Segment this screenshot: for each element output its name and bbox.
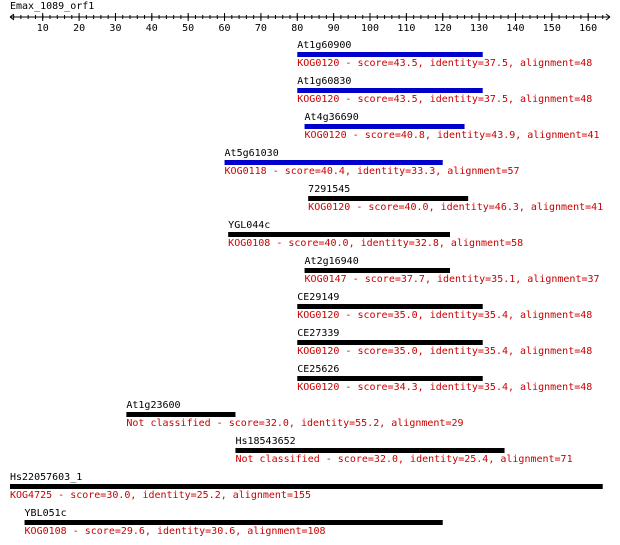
hit-annotation: KOG0108 - score=40.0, identity=32.8, ali… xyxy=(228,238,523,249)
hit-name: CE29149 xyxy=(297,292,339,303)
hit-bar xyxy=(228,232,450,237)
hit-bar xyxy=(297,304,483,309)
hit-name: CE25626 xyxy=(297,364,339,375)
hit-bar xyxy=(224,160,443,165)
axis-tick-label: 90 xyxy=(328,23,340,34)
hit-annotation: KOG0147 - score=37.7, identity=35.1, ali… xyxy=(305,274,600,285)
axis-tick-label: 120 xyxy=(434,23,452,34)
hit-annotation: KOG0120 - score=35.0, identity=35.4, ali… xyxy=(297,346,592,357)
hit-annotation: KOG0120 - score=43.5, identity=37.5, ali… xyxy=(297,94,592,105)
hit-annotation: KOG0120 - score=35.0, identity=35.4, ali… xyxy=(297,310,592,321)
hit-annotation: KOG0120 - score=34.3, identity=35.4, ali… xyxy=(297,382,592,393)
query-title: Emax_1089_orf1 xyxy=(10,1,95,12)
hit-name: YGL044c xyxy=(228,220,270,231)
axis-tick-label: 50 xyxy=(182,23,194,34)
hit-name: YBL051c xyxy=(25,508,67,519)
hit-bar xyxy=(308,196,469,201)
hit-annotation: KOG0118 - score=40.4, identity=33.3, ali… xyxy=(225,166,520,177)
axis-tick-label: 60 xyxy=(219,23,231,34)
hit-bar xyxy=(297,376,483,381)
hit-bar xyxy=(235,448,505,453)
hit-annotation: KOG0120 - score=43.5, identity=37.5, ali… xyxy=(297,58,592,69)
hit-bar xyxy=(297,52,483,57)
hit-bar xyxy=(304,268,450,273)
hit-annotation: KOG4725 - score=30.0, identity=25.2, ali… xyxy=(10,490,311,501)
axis-tick-label: 140 xyxy=(506,23,524,34)
axis-arrow-left xyxy=(9,13,15,21)
hit-name: 7291545 xyxy=(308,184,350,195)
hit-name: At1g60900 xyxy=(297,40,351,51)
hit-name: At5g61030 xyxy=(225,148,279,159)
hit-bar xyxy=(10,484,603,489)
axis-tick-label: 130 xyxy=(470,23,488,34)
hit-name: At1g60830 xyxy=(297,76,351,87)
hit-annotation: Not classified - score=32.0, identity=55… xyxy=(126,418,463,429)
axis-tick-label: 30 xyxy=(109,23,121,34)
hit-bar xyxy=(297,340,483,345)
axis-arrow-right xyxy=(605,13,611,21)
hit-name: Hs22057603_1 xyxy=(10,472,82,483)
hit-bar xyxy=(24,520,443,525)
axis-tick-label: 10 xyxy=(37,23,49,34)
hit-annotation: Not classified - score=32.0, identity=25… xyxy=(235,454,572,465)
hit-name: At1g23600 xyxy=(126,400,180,411)
axis-tick-label: 100 xyxy=(361,23,379,34)
hit-bar xyxy=(304,124,465,129)
hit-annotation: KOG0120 - score=40.0, identity=46.3, ali… xyxy=(308,202,603,213)
hit-name: CE27339 xyxy=(297,328,339,339)
hit-name: Hs18543652 xyxy=(235,436,295,447)
axis-tick-label: 110 xyxy=(397,23,415,34)
hit-annotation: KOG0120 - score=40.8, identity=43.9, ali… xyxy=(305,130,600,141)
axis-tick-label: 150 xyxy=(543,23,561,34)
hit-bar xyxy=(297,88,483,93)
hit-name: At2g16940 xyxy=(305,256,359,267)
hit-annotation: KOG0108 - score=29.6, identity=30.6, ali… xyxy=(25,526,326,537)
axis-tick-label: 160 xyxy=(579,23,597,34)
hit-bar xyxy=(126,412,236,417)
axis-tick-label: 80 xyxy=(291,23,303,34)
axis-tick-label: 20 xyxy=(73,23,85,34)
axis-tick-label: 40 xyxy=(146,23,158,34)
axis-tick-label: 70 xyxy=(255,23,267,34)
hit-name: At4g36690 xyxy=(305,112,359,123)
